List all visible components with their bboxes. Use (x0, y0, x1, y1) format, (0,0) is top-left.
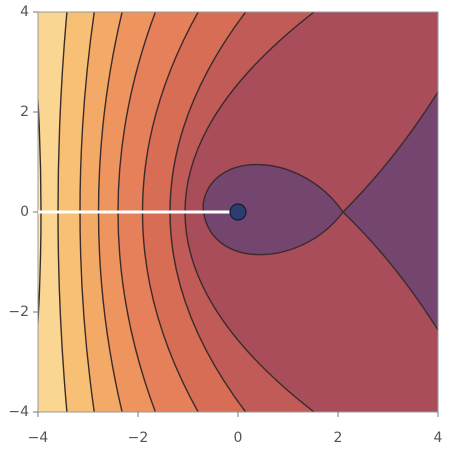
x-tick-label: 0 (234, 430, 243, 446)
y-tick-label: 2 (20, 104, 29, 120)
y-tick-label: 4 (20, 4, 29, 20)
y-tick-label: −2 (8, 304, 29, 320)
y-tick-label: 0 (20, 204, 29, 220)
x-tick-label: 4 (434, 430, 443, 446)
x-tick-label: −4 (28, 430, 49, 446)
y-tick-label: −4 (8, 404, 29, 420)
x-tick-label: −2 (128, 430, 149, 446)
contour-loop (202, 163, 344, 256)
singular-point (229, 203, 247, 221)
x-tick-label: 2 (334, 430, 343, 446)
